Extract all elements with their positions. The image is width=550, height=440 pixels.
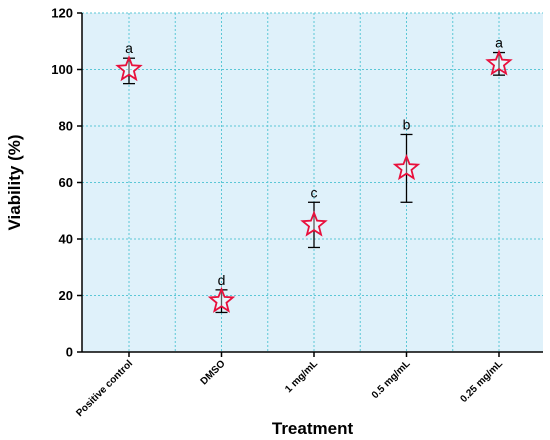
significance-letter: d [218,272,226,288]
x-tick-label: DMSO [199,358,228,387]
significance-letter: c [311,184,318,200]
x-tick-label: 0.5 mg/mL [370,358,413,401]
y-tick-label: 100 [51,62,73,77]
x-tick-label: 0.25 mg/mL [458,358,505,405]
y-tick-label: 40 [59,232,73,247]
y-tick-label: 0 [66,345,73,360]
x-tick-label: Positive control [74,358,135,419]
y-axis-title: Viability (%) [5,134,24,230]
y-tick-label: 60 [59,175,73,190]
star-icon [207,286,236,313]
significance-letter: a [125,40,133,56]
star-icon [392,153,421,181]
star-icon [485,49,513,76]
significance-letter: b [403,116,411,132]
y-tick-label: 120 [51,6,73,21]
y-tick-label: 20 [59,288,73,303]
x-axis-title: Treatment [272,419,354,438]
x-tick-label: 1 mg/mL [283,358,320,395]
y-tick-label: 80 [59,119,73,134]
star-icon [115,55,143,82]
star-icon [300,210,328,237]
significance-letter: a [495,35,503,51]
